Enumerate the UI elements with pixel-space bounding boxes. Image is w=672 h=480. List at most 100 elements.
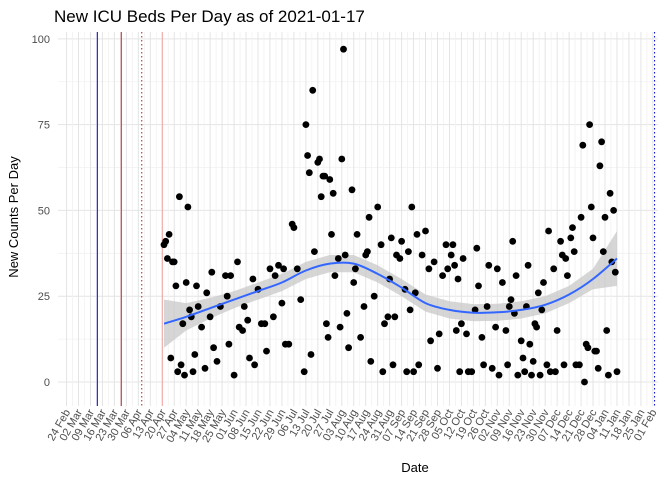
data-point [410,368,417,376]
data-point [381,320,388,328]
data-point [599,248,607,256]
data-point [186,306,194,314]
data-point [304,152,311,159]
data-point [422,227,429,235]
data-point [425,265,433,273]
data-point [488,364,496,372]
data-point [317,193,325,201]
data-point [391,313,399,321]
data-point [405,248,412,256]
data-point [396,255,404,262]
data-point [570,248,578,256]
data-point [184,203,192,211]
data-point [606,189,614,197]
data-point [285,340,293,348]
data-point [589,234,597,242]
data-point [562,255,570,262]
data-point [336,323,344,331]
data-point [495,371,503,379]
data-point [594,364,602,372]
data-point [348,186,356,194]
data-point [203,289,211,297]
data-point [447,251,455,259]
data-point [230,371,238,379]
data-point [557,237,564,245]
data-point [454,275,462,283]
data-point [350,279,358,286]
data-point [321,172,329,180]
data-point [263,347,270,355]
data-point [162,237,170,245]
data-point [603,327,611,334]
data-point [430,258,438,266]
data-point [492,323,499,331]
data-point [189,368,197,376]
data-point [444,265,452,273]
data-point [300,368,308,376]
data-point [408,203,416,211]
data-point [546,368,554,376]
data-point [198,323,206,331]
data-point [246,354,253,362]
data-point [293,265,301,273]
data-point [387,234,395,242]
data-point [483,303,491,310]
data-point [406,306,414,314]
x-axis-label: Date [401,460,428,475]
data-point [384,313,392,321]
data-point [213,358,221,365]
data-point [451,261,458,269]
y-tick-label: 25 [38,291,50,303]
data-point [251,361,258,369]
data-point [324,334,332,341]
data-point [502,327,510,334]
data-point [521,368,529,376]
data-point [177,361,185,369]
data-point [341,251,349,259]
y-tick-label: 0 [44,377,50,389]
y-tick-labels: 0 25 50 75 100 [32,34,50,389]
confidence-band-layer [164,231,617,348]
data-point [201,364,209,372]
data-point [174,368,182,376]
data-point [413,231,421,238]
confidence-band [164,231,617,348]
data-point [182,279,190,286]
data-point [164,255,171,262]
data-point [352,265,359,273]
data-point [507,296,515,303]
data-point [499,279,506,286]
data-point [560,361,568,369]
data-point [504,361,511,369]
data-point [302,121,310,128]
data-point [613,368,621,376]
data-point [194,303,202,310]
data-point [463,330,470,338]
data-point [403,368,411,376]
data-point [528,371,535,379]
data-point [328,231,335,238]
data-point [538,306,546,314]
data-point [475,282,482,290]
data-point [167,354,175,362]
data-point [550,265,558,273]
data-point [278,299,286,307]
data-point [379,368,387,376]
data-point [365,213,373,221]
data-point [398,237,405,245]
data-point [524,261,532,269]
data-point [206,313,214,321]
data-point [529,358,537,365]
data-point [261,320,269,328]
data-point [172,282,180,290]
data-point [227,272,235,279]
data-point [338,155,346,163]
data-point [280,265,287,273]
data-point [225,340,233,348]
data-point [367,358,375,365]
data-point [505,303,513,310]
data-point [377,241,385,249]
y-axis-label: New Counts Per Day [6,156,21,278]
data-point [323,320,330,328]
data-point [610,207,617,214]
